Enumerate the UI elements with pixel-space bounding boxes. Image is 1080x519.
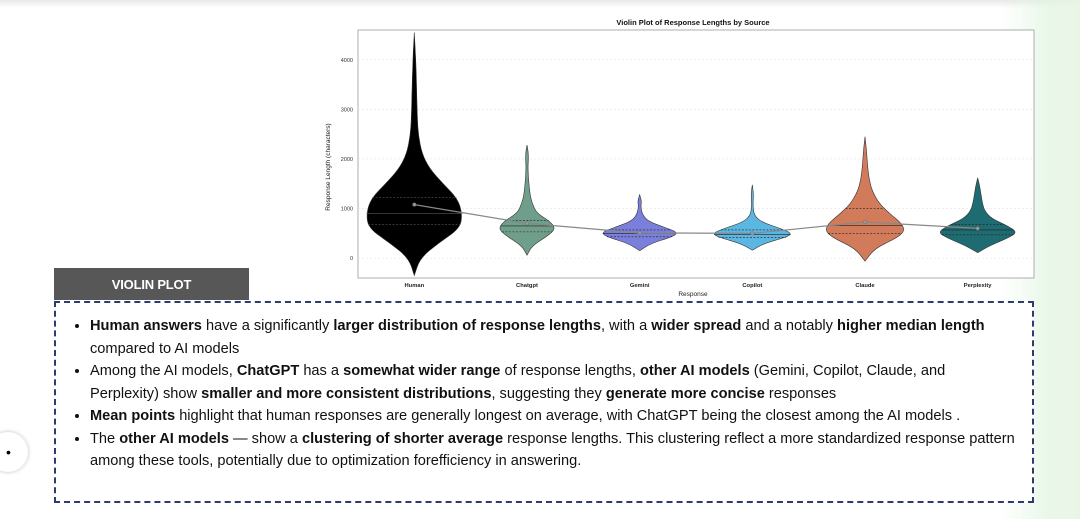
- plot-frame-group: [357, 29, 1035, 279]
- y-tick-4000: 4000: [341, 58, 353, 64]
- insight-item: Mean points highlight that human respons…: [90, 405, 1018, 428]
- insight-text: , suggesting they: [491, 385, 606, 402]
- insight-text: have a significantly: [201, 318, 334, 334]
- insights-list: Human answers have a significantly large…: [56, 303, 1032, 473]
- y-tick-3000: 3000: [341, 107, 353, 113]
- insight-highlight: other AI models: [639, 363, 750, 379]
- violin-claude: [826, 136, 904, 262]
- insight-text: Among the AI models,: [90, 363, 237, 379]
- insight-text: responses: [764, 385, 837, 402]
- y-axis-label: Response Length (characters): [325, 123, 332, 210]
- top-fade-strip: [0, 0, 1080, 8]
- insight-item: Among the AI models, ChatGPT has a somew…: [90, 360, 1018, 405]
- insight-highlight: somewhat wider range: [343, 363, 501, 379]
- insight-highlight: Mean points: [90, 408, 176, 424]
- insight-highlight: ChatGPT: [236, 363, 300, 379]
- chart-title: Violin Plot of Response Lengths by Sourc…: [616, 18, 769, 27]
- x-tick-human: Human: [405, 283, 425, 289]
- insight-text: The: [90, 430, 120, 447]
- y-tick-0: 0: [350, 256, 353, 262]
- y-tick-group: 0 1000 2000 3000 4000: [341, 58, 353, 262]
- y-tick-2000: 2000: [341, 157, 353, 163]
- bullet-icon: •: [6, 444, 11, 460]
- mean-line-group: [412, 202, 980, 236]
- insight-text: (Gemini, Copilot, Claude, and Perplexity…: [90, 363, 946, 402]
- grid-group: [358, 59, 1034, 259]
- insight-highlight: clustering of shorter average: [301, 430, 504, 447]
- plot-frame: [357, 29, 1035, 279]
- mean-line: [414, 204, 978, 235]
- x-tick-group: Human Chatgpt Gemini Copilot Claude Perplexit…: [405, 283, 993, 289]
- insight-highlight: higher median length: [837, 318, 985, 334]
- mean-point-gemini: [637, 230, 642, 235]
- insight-text: compared to AI models: [90, 340, 240, 357]
- insights-box: Human answers have a significantly large…: [54, 301, 1034, 503]
- x-axis-label: Response: [678, 291, 708, 298]
- insight-highlight: larger distribution of response lengths: [333, 318, 601, 334]
- section-label: VIOLIN PLOT: [54, 268, 249, 300]
- mean-point-copilot: [750, 231, 755, 236]
- insight-text: has a: [299, 363, 344, 379]
- insight-text: highlight that human responses are gener…: [175, 408, 961, 424]
- insight-text: — show a: [228, 430, 302, 447]
- x-tick-claude: Claude: [855, 283, 875, 289]
- mean-point-claude: [863, 219, 868, 224]
- insight-highlight: smaller and more consistent distribution…: [201, 385, 492, 402]
- x-tick-gemini: Gemini: [630, 283, 650, 289]
- insight-text: , with a: [600, 318, 652, 334]
- side-nav-dot[interactable]: •: [0, 432, 28, 472]
- violin-human: [366, 32, 462, 277]
- mean-point-chatgpt: [524, 221, 529, 226]
- mean-point-human: [412, 202, 417, 207]
- insight-item: The other AI models — show a clustering …: [90, 428, 1018, 473]
- insight-highlight: wider spread: [651, 318, 742, 334]
- insight-text: of response lengths,: [500, 363, 640, 379]
- insight-highlight: Human answers: [90, 318, 202, 334]
- x-tick-chatgpt: Chatgpt: [516, 283, 538, 289]
- violin-chart: 0 1000 2000 3000 4000 Human Chatgpt Gemini Copi…: [325, 18, 1035, 298]
- insight-highlight: other AI models: [119, 430, 229, 447]
- insight-highlight: generate more concise: [605, 385, 765, 402]
- mean-point-perplexity: [975, 226, 980, 231]
- violin-chatgpt: [499, 145, 555, 256]
- x-tick-perplexity: Perplexity: [964, 283, 992, 289]
- insight-text: response lengths. This clustering reflec…: [90, 430, 1015, 470]
- insight-text: and a notably: [741, 318, 838, 334]
- y-tick-1000: 1000: [341, 207, 353, 213]
- x-tick-copilot: Copilot: [742, 283, 762, 289]
- insight-item: Human answers have a significantly large…: [90, 315, 1018, 360]
